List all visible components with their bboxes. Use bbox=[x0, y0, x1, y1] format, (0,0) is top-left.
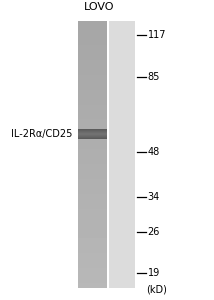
Text: 19: 19 bbox=[148, 268, 160, 278]
Text: 85: 85 bbox=[148, 72, 160, 82]
Text: 26: 26 bbox=[148, 227, 160, 237]
Text: 117: 117 bbox=[148, 30, 166, 40]
Text: (kD): (kD) bbox=[147, 285, 168, 295]
Text: 34: 34 bbox=[148, 192, 160, 202]
Text: 48: 48 bbox=[148, 147, 160, 157]
Text: LOVO: LOVO bbox=[84, 2, 115, 12]
Text: IL-2Rα/CD25: IL-2Rα/CD25 bbox=[11, 129, 73, 139]
